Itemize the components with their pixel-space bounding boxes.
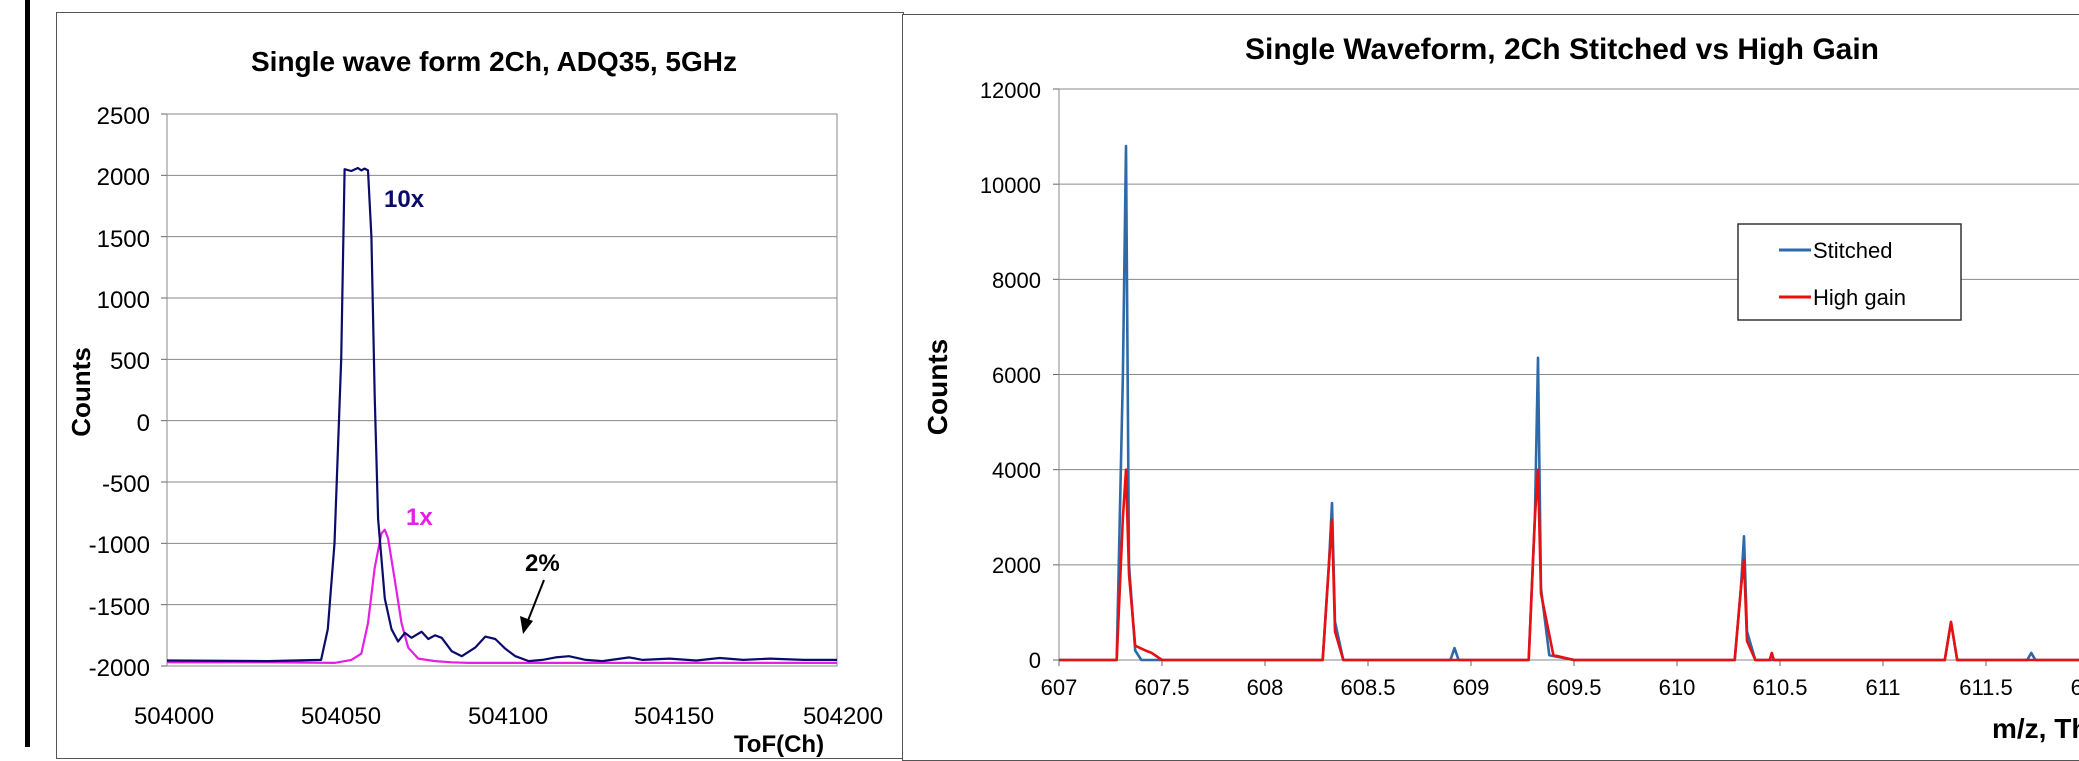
y-tick-label: 2000	[97, 164, 150, 191]
y-tick-label: 10000	[980, 173, 1041, 198]
left-plot-area	[166, 113, 838, 667]
right-chart-panel: Single Waveform, 2Ch Stitched vs High Ga…	[902, 14, 2079, 761]
x-tick-label: 504050	[301, 703, 381, 730]
legend-box	[1737, 223, 1962, 321]
x-tick-label: 610	[1659, 675, 1696, 700]
x-tick-label: 610.5	[1752, 675, 1807, 700]
x-tick-label: 504200	[803, 703, 883, 730]
x-tick-label: 504100	[468, 703, 548, 730]
legend-label-high-gain: High gain	[1813, 285, 1906, 310]
left-chart-title: Single wave form 2Ch, ADQ35, 5GHz	[251, 46, 737, 77]
legend-label-stitched: Stitched	[1813, 238, 1893, 263]
left-y-axis: 2500 2000 1500 1000 500 0 -500 -1000 -15…	[89, 103, 150, 682]
left-series-group	[166, 166, 837, 665]
x-tick-label: 608	[1247, 675, 1284, 700]
right-chart-grid	[1053, 88, 2079, 666]
y-tick-label: 8000	[992, 268, 1041, 293]
x-tick-label: 607	[1041, 675, 1078, 700]
y-tick-label: 0	[1029, 648, 1041, 673]
y-tick-label: -500	[102, 471, 150, 498]
y-tick-label: 2500	[97, 103, 150, 130]
y-tick-label: -1500	[89, 594, 150, 621]
y-tick-label: 0	[137, 410, 150, 437]
right-legend: Stitched High gain	[1737, 223, 1962, 321]
y-tick-label: -1000	[89, 532, 150, 559]
y-tick-label: 6000	[992, 363, 1041, 388]
right-series-group	[1059, 144, 2079, 662]
x-tick-label: 504000	[134, 703, 214, 730]
right-y-axis-title: Counts	[922, 339, 953, 435]
series-line-1x	[167, 528, 837, 665]
right-y-axis: 12000 10000 8000 6000 4000 2000 0	[980, 78, 1041, 673]
left-x-axis-title: ToF(Ch)	[734, 731, 824, 758]
left-chart-grid	[161, 113, 837, 667]
left-y-axis-title: Counts	[66, 347, 96, 437]
y-tick-label: 1500	[97, 226, 150, 253]
annotation-2pct: 2%	[525, 550, 560, 577]
left-chart-svg: Single wave form 2Ch, ADQ35, 5GHz 2500 2…	[66, 46, 883, 758]
y-tick-label: 4000	[992, 458, 1041, 483]
x-tick-label: 609	[1453, 675, 1490, 700]
y-tick-label: 500	[110, 348, 150, 375]
left-border-bar	[25, 0, 30, 747]
x-tick-label: 609.5	[1546, 675, 1601, 700]
left-chart-panel: Single wave form 2Ch, ADQ35, 5GHz 2500 2…	[56, 12, 904, 759]
left-x-axis: 504000 504050 504100 504150 504200	[134, 703, 883, 730]
annotation-10x: 10x	[384, 186, 425, 213]
x-tick-label: 612	[2071, 675, 2079, 700]
annotation-arrow	[520, 579, 545, 634]
x-tick-label: 607.5	[1134, 675, 1189, 700]
y-tick-label: 2000	[992, 553, 1041, 578]
x-tick-label: 611.5	[1959, 675, 2012, 700]
y-tick-label: 12000	[980, 78, 1041, 103]
x-tick-label: 611	[1865, 675, 1900, 700]
right-x-axis: 607 607.5 608 608.5 609 609.5 610 610.5 …	[1041, 675, 2079, 700]
series-line-stitched	[1059, 144, 2079, 662]
right-x-axis-title: m/z, Th	[1992, 713, 2079, 744]
x-tick-label: 608.5	[1340, 675, 1395, 700]
series-line-10x	[166, 166, 837, 663]
right-chart-title: Single Waveform, 2Ch Stitched vs High Ga…	[1245, 33, 1879, 66]
right-chart-svg: Single Waveform, 2Ch Stitched vs High Ga…	[922, 33, 2079, 744]
y-tick-label: -2000	[89, 655, 150, 682]
series-line-high-gain	[1059, 468, 2079, 662]
y-tick-label: 1000	[97, 287, 150, 314]
annotation-1x: 1x	[406, 504, 433, 531]
x-tick-label: 504150	[634, 703, 714, 730]
